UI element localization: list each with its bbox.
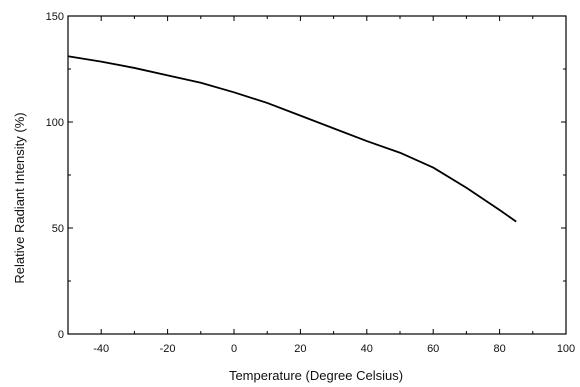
y-tick-label: 50 <box>52 223 64 235</box>
series-line <box>67 55 517 223</box>
x-tick-label: 100 <box>557 343 575 355</box>
x-tick-label: 80 <box>493 343 505 355</box>
y-axis-ticks: 0 50 100 150 <box>46 11 566 341</box>
x-tick-label: -40 <box>93 343 109 355</box>
y-tick-label: 0 <box>58 329 64 341</box>
y-tick-label: 150 <box>46 11 64 23</box>
y-tick-label: 100 <box>46 117 64 129</box>
plot-frame <box>67 15 567 335</box>
x-tick-label: 0 <box>231 343 237 355</box>
x-tick-label: 20 <box>294 343 306 355</box>
x-tick-label: 40 <box>361 343 373 355</box>
x-axis-title: Temperature (Degree Celsius) <box>229 368 403 383</box>
x-axis-ticks: -40 -20 0 20 40 60 80 100 <box>67 16 575 355</box>
x-tick-label: 60 <box>427 343 439 355</box>
x-tick-label: -20 <box>160 343 176 355</box>
y-axis-title: Relative Radiant Intensity (%) <box>12 112 27 283</box>
plot-frame-rect <box>67 15 567 335</box>
series-group <box>67 55 517 223</box>
